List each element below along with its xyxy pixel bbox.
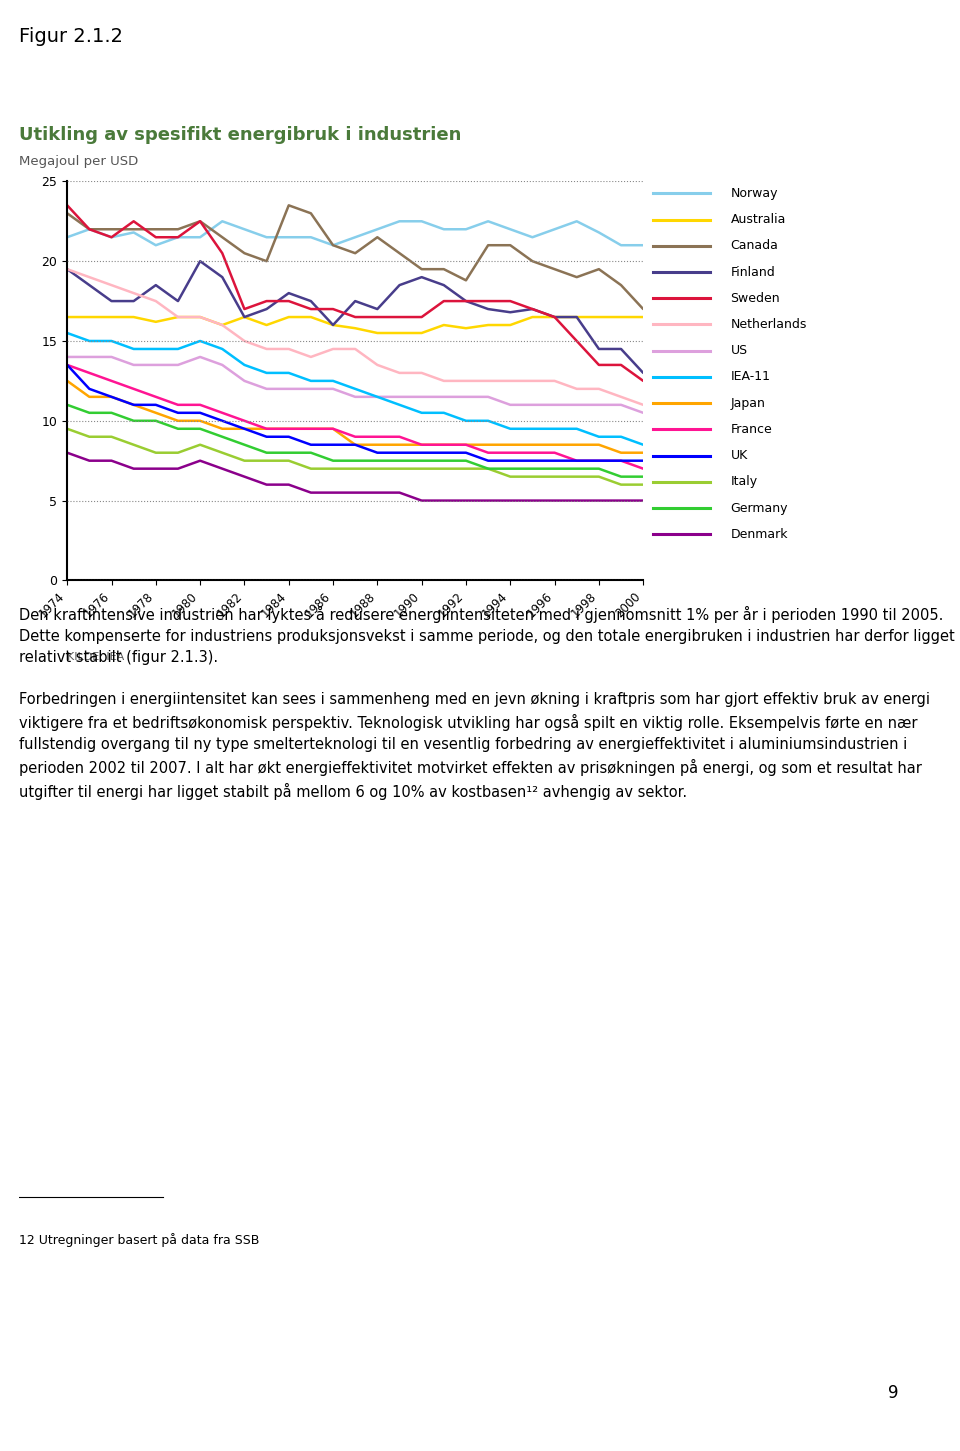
Text: 9: 9 — [888, 1384, 898, 1402]
Text: Megajoul per USD: Megajoul per USD — [19, 155, 138, 168]
Text: 12 Utregninger basert på data fra SSB: 12 Utregninger basert på data fra SSB — [19, 1233, 259, 1248]
Text: Canada: Canada — [731, 239, 779, 252]
Text: Finland: Finland — [731, 266, 776, 279]
Text: Australia: Australia — [731, 213, 786, 226]
Text: Italy: Italy — [731, 476, 757, 489]
Text: KILDE: IEA: KILDE: IEA — [67, 651, 125, 662]
Text: Denmark: Denmark — [731, 528, 788, 541]
Text: US: US — [731, 344, 748, 357]
Text: Den kraftintensive industrien har lyktes å redusere energiintensiteten med i gje: Den kraftintensive industrien har lyktes… — [19, 605, 955, 800]
Text: Utikling av spesifikt energibruk i industrien: Utikling av spesifikt energibruk i indus… — [19, 126, 462, 144]
Text: France: France — [731, 422, 772, 435]
Text: IEA-11: IEA-11 — [731, 370, 771, 383]
Text: Sweden: Sweden — [731, 292, 780, 305]
Text: Netherlands: Netherlands — [731, 318, 807, 331]
Text: Germany: Germany — [731, 502, 788, 515]
Text: Norway: Norway — [731, 187, 778, 200]
Text: Figur 2.1.2: Figur 2.1.2 — [19, 26, 123, 46]
Text: UK: UK — [731, 448, 748, 461]
Text: Japan: Japan — [731, 396, 765, 409]
